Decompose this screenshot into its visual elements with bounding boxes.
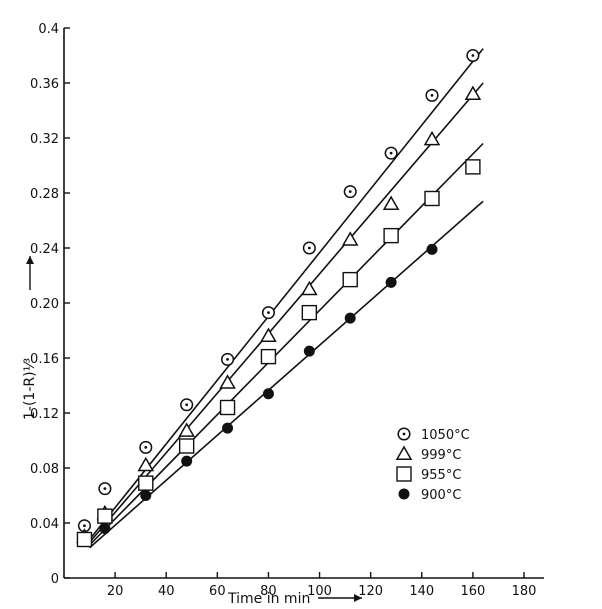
data-point-955 xyxy=(178,438,195,454)
tick-marks xyxy=(64,27,525,579)
data-point-955 xyxy=(97,508,113,524)
x-tick-label: 100 xyxy=(307,584,332,599)
data-point-955 xyxy=(465,159,481,175)
x-tick-label: 180 xyxy=(512,584,537,599)
data-point-center-dot xyxy=(185,403,189,407)
fit-line xyxy=(88,48,484,541)
x-tick-label: 80 xyxy=(260,584,277,599)
legend-label: 955°C xyxy=(421,468,461,483)
data-point-center-dot xyxy=(307,246,311,250)
axes xyxy=(63,28,544,579)
data-point-999 xyxy=(464,85,482,100)
fit-line xyxy=(88,82,484,543)
data-point-900 xyxy=(140,490,152,501)
x-tick-label: 40 xyxy=(158,584,175,599)
legend-label: 900°C xyxy=(421,488,461,503)
x-tick-label: 140 xyxy=(409,584,434,599)
data-points xyxy=(76,48,482,548)
data-point-999 xyxy=(395,445,413,460)
data-point-center-dot xyxy=(83,524,86,528)
data-point-999 xyxy=(260,327,277,342)
data-point-center-dot xyxy=(103,487,107,491)
data-point-center-dot xyxy=(348,190,352,194)
data-point-900 xyxy=(398,488,410,500)
y-tick-label: 0.28 xyxy=(30,187,59,202)
x-tick-label: 120 xyxy=(358,584,383,599)
data-point-955 xyxy=(138,475,154,491)
data-point-900 xyxy=(426,243,438,255)
data-point-955 xyxy=(396,466,412,482)
y-axis-arrowhead xyxy=(26,256,34,264)
data-point-955 xyxy=(260,348,277,365)
x-tick-label: 60 xyxy=(209,584,226,599)
x-axis-title: Time in min xyxy=(227,591,310,607)
x-tick-label: 160 xyxy=(460,584,485,599)
legend-label: 999°C xyxy=(421,448,461,463)
x-tick-label: 20 xyxy=(107,584,124,599)
x-axis-arrowhead xyxy=(354,594,362,602)
fit-lines xyxy=(88,48,484,549)
y-tick-label: 0.20 xyxy=(30,297,59,312)
data-point-955 xyxy=(76,531,93,548)
data-point-900 xyxy=(181,455,193,467)
y-tick-label: 0.16 xyxy=(30,352,59,367)
y-tick-label: 0.4 xyxy=(38,22,59,37)
data-point-999 xyxy=(301,280,318,296)
data-point-900 xyxy=(262,388,274,400)
fit-line xyxy=(88,142,484,546)
data-point-999 xyxy=(382,195,400,210)
data-point-center-dot xyxy=(267,311,270,315)
fit-line xyxy=(89,200,484,549)
data-point-900 xyxy=(303,345,315,357)
y-tick-label: 0.12 xyxy=(30,407,59,422)
data-point-900 xyxy=(344,312,356,324)
data-point-955 xyxy=(424,190,440,207)
tick-labels: 20 40 60 80 100 120 140 160 180 0 0.04 0.08 0.12 0.16… xyxy=(30,22,536,599)
y-axis-title: 1-(1-R)¹⁄³ xyxy=(22,358,38,420)
data-point-center-dot xyxy=(144,445,148,449)
data-point-999 xyxy=(341,231,359,246)
data-point-955 xyxy=(342,271,358,288)
data-point-center-dot xyxy=(471,54,475,57)
data-point-900 xyxy=(99,523,111,534)
y-tick-label: 0.08 xyxy=(30,462,59,477)
data-point-955 xyxy=(219,399,236,416)
y-tick-label: 0 xyxy=(51,572,59,587)
data-point-999 xyxy=(219,374,236,389)
y-tick-label: 0.04 xyxy=(30,517,59,532)
data-point-900 xyxy=(385,276,397,288)
data-point-999 xyxy=(423,130,441,146)
data-point-center-dot xyxy=(389,151,393,155)
y-tick-label: 0.32 xyxy=(30,132,59,147)
data-point-900 xyxy=(222,422,234,434)
data-point-center-dot xyxy=(226,357,229,361)
data-point-center-dot xyxy=(402,432,406,436)
data-point-999 xyxy=(178,422,195,437)
data-point-999 xyxy=(137,456,155,472)
data-point-center-dot xyxy=(430,93,434,97)
y-tick-label: 0.24 xyxy=(30,242,59,257)
data-point-955 xyxy=(301,304,318,321)
y-tick-label: 0.36 xyxy=(30,77,59,92)
legend-label: 1050°C xyxy=(421,428,470,443)
legend: 1050°C 999°C 955°C 900°C xyxy=(395,427,470,503)
data-point-955 xyxy=(383,227,399,244)
